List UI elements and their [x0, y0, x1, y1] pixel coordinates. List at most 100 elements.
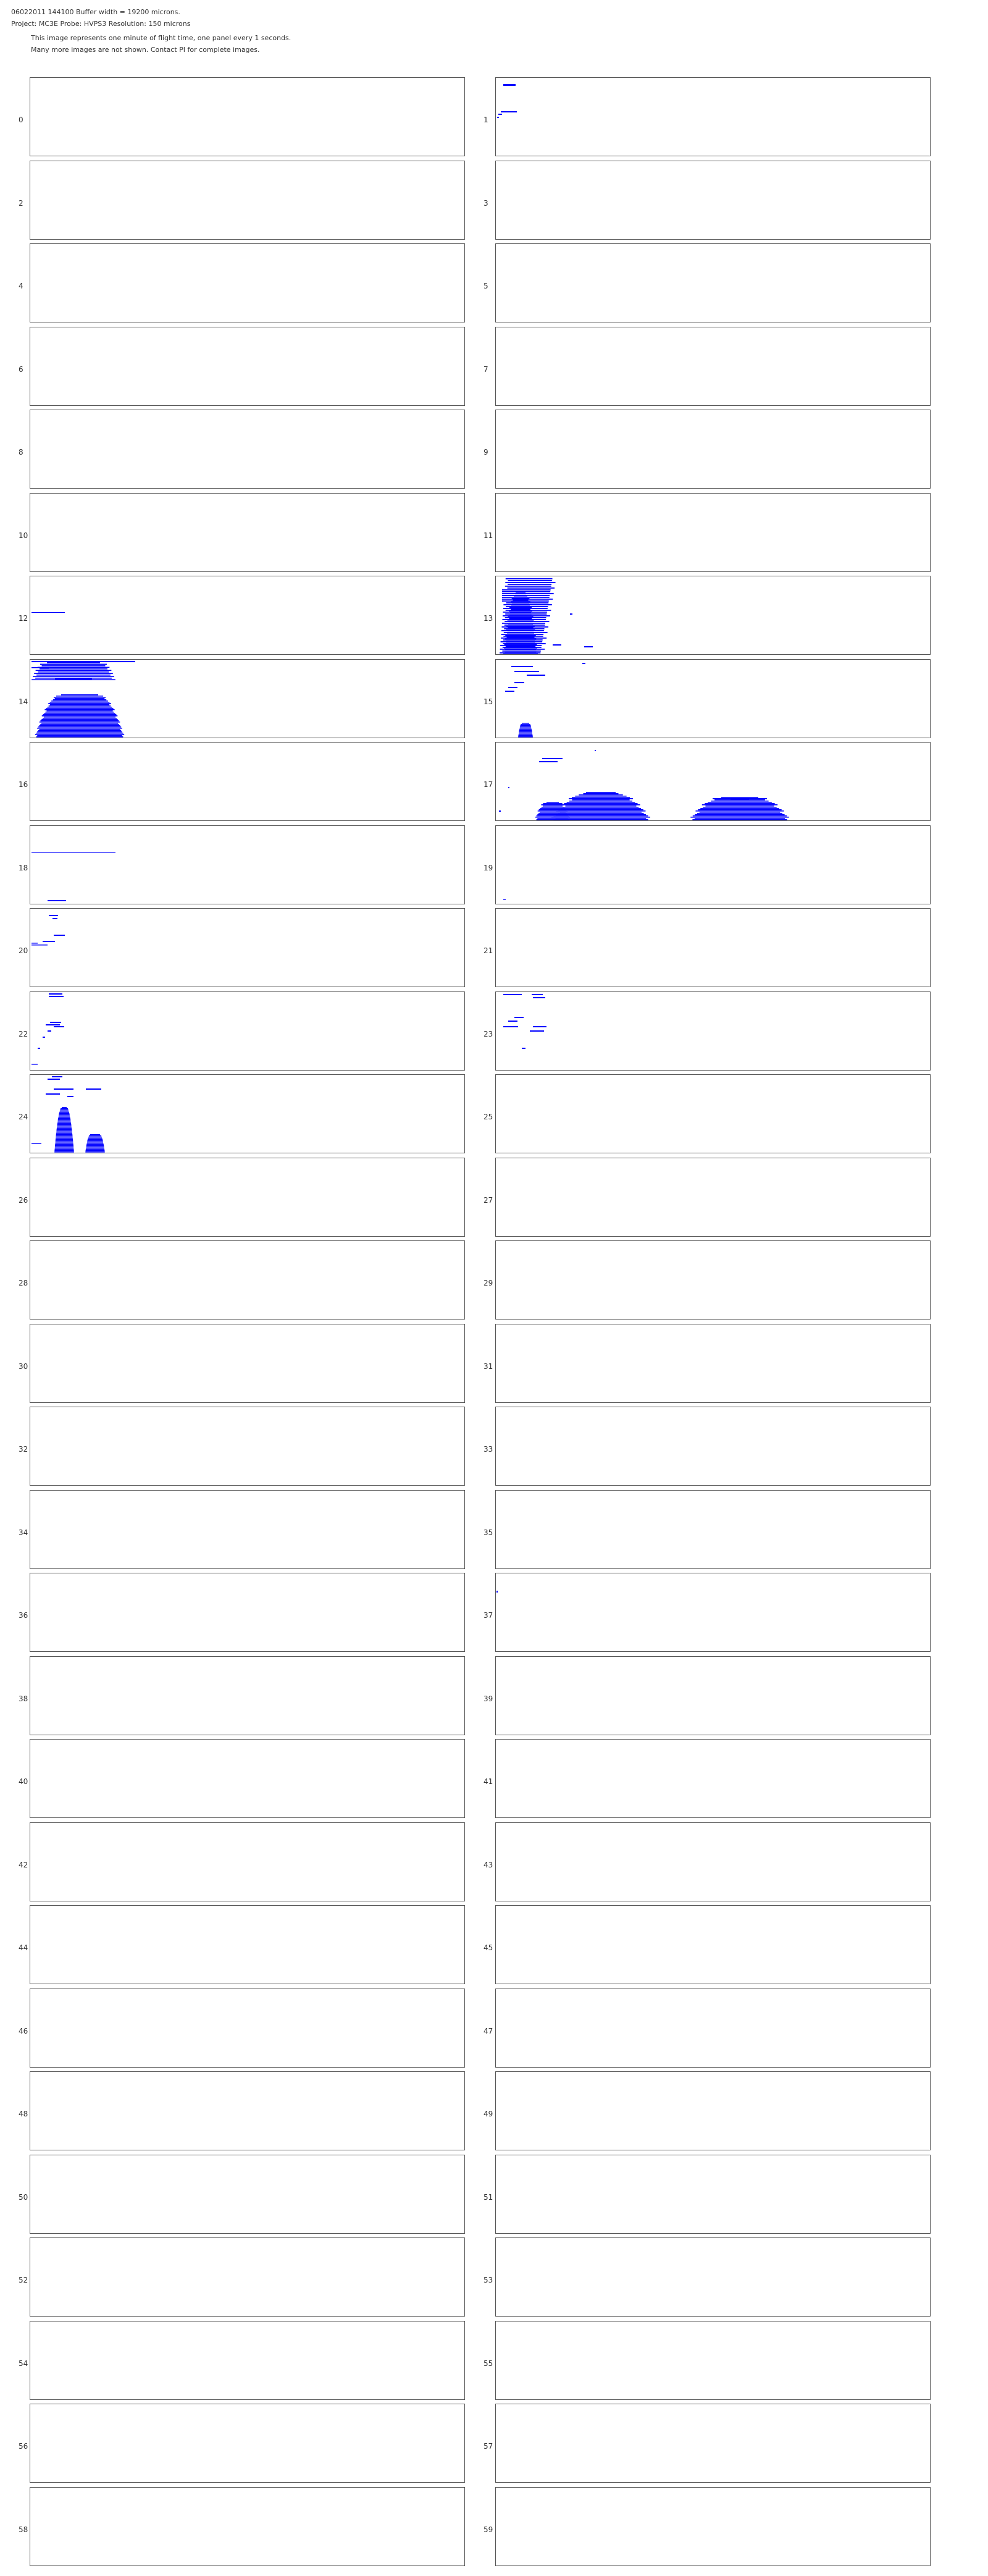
panel-label: 8 — [19, 448, 23, 457]
particle-image-panel — [495, 1573, 931, 1652]
particle-mark — [61, 694, 98, 696]
panel-label: 40 — [19, 1777, 28, 1786]
particle-mark — [508, 617, 534, 618]
particle-image — [31, 851, 115, 901]
particle-mark — [537, 810, 568, 812]
particle-mark — [67, 1096, 73, 1097]
panel-label: 0 — [19, 116, 23, 124]
particle-image-panel — [495, 659, 931, 738]
particle-mark — [86, 1147, 104, 1148]
particle-mark — [507, 630, 534, 632]
particle-image-panel — [495, 77, 931, 156]
panel-label: 16 — [19, 780, 28, 789]
particle-mark — [49, 915, 58, 916]
particle-image — [505, 662, 585, 738]
particle-mark — [503, 993, 522, 995]
panel-label: 26 — [19, 1195, 28, 1205]
particle-mark — [56, 1137, 73, 1138]
particle-mark — [61, 1108, 68, 1109]
particle-image — [503, 898, 506, 899]
particle-mark — [85, 1149, 105, 1150]
particle-mark — [714, 799, 765, 801]
particle-mark — [31, 1143, 41, 1144]
particle-image-panel — [30, 659, 465, 738]
particle-mark — [584, 646, 593, 647]
particle-mark — [553, 644, 561, 646]
particle-image — [496, 1740, 930, 1817]
particle-mark — [503, 608, 548, 609]
particle-image-panel — [495, 991, 931, 1071]
particle-mark — [56, 695, 104, 697]
particle-mark — [40, 663, 107, 665]
particle-mark — [50, 1021, 61, 1023]
particle-mark — [703, 807, 777, 808]
particle-mark — [90, 1134, 100, 1135]
particle-mark — [513, 595, 529, 596]
particle-mark — [41, 715, 118, 717]
particle-mark — [505, 610, 551, 611]
particle-mark — [543, 803, 563, 804]
particle-image — [503, 993, 546, 1049]
particle-image-panel — [495, 825, 931, 904]
particle-mark — [522, 1047, 525, 1049]
particle-mark — [698, 809, 782, 810]
particle-image — [496, 2238, 930, 2316]
particle-image-panel — [495, 2486, 931, 2566]
panel-label: 9 — [484, 448, 488, 457]
particle-mark — [49, 995, 64, 997]
particle-mark — [551, 817, 650, 818]
particle-mark — [503, 898, 506, 899]
particle-mark — [46, 1024, 60, 1025]
particle-mark — [88, 1137, 102, 1138]
particle-mark — [542, 758, 563, 759]
panel-label: 18 — [19, 863, 28, 872]
particle-mark — [38, 1047, 40, 1049]
panel-label: 57 — [484, 2442, 493, 2451]
particle-mark — [48, 702, 111, 704]
particle-mark — [508, 580, 553, 581]
header-project-info: Project: MC3E Probe: HVPS3 Resolution: 1… — [11, 20, 191, 28]
particle-image-panel — [30, 991, 465, 1071]
particle-mark — [56, 1138, 73, 1139]
particle-mark — [58, 1116, 70, 1117]
particle-mark — [43, 941, 55, 942]
particle-mark — [62, 1107, 67, 1108]
particle-image-panel — [495, 908, 931, 987]
particle-image — [496, 327, 930, 405]
particle-mark — [513, 599, 529, 601]
particle-mark — [514, 670, 539, 672]
particle-mark — [502, 589, 551, 591]
particle-image — [496, 1075, 930, 1153]
particle-mark — [54, 1088, 73, 1090]
particle-mark — [560, 808, 642, 809]
particle-mark — [502, 593, 554, 594]
particle-mark — [86, 1088, 101, 1090]
particle-mark — [58, 1118, 70, 1119]
particle-image — [496, 909, 930, 987]
particle-image-panel — [495, 160, 931, 240]
particle-mark — [504, 647, 537, 649]
particle-mark — [536, 815, 569, 817]
particle-image-panel — [495, 2237, 931, 2317]
particle-image — [30, 1823, 464, 1901]
particle-mark — [35, 677, 112, 679]
panel-label: 38 — [19, 1694, 28, 1703]
particle-image — [31, 660, 135, 738]
particle-mark — [59, 1113, 70, 1114]
particle-mark — [572, 799, 630, 801]
particle-mark — [530, 1030, 544, 1032]
particle-image-panel — [495, 742, 931, 821]
particle-mark — [508, 584, 552, 585]
particle-mark — [505, 582, 556, 583]
particle-image-panel — [495, 1157, 931, 1237]
particle-mark — [566, 802, 635, 803]
particle-mark — [558, 813, 644, 814]
particle-image — [496, 161, 930, 239]
particle-image-panel — [30, 2154, 465, 2234]
particle-image — [30, 1989, 464, 2067]
particle-mark — [504, 652, 537, 654]
particle-mark — [502, 619, 546, 620]
particle-image-panel — [30, 1739, 465, 1818]
particle-mark — [532, 993, 543, 995]
particle-mark — [508, 787, 509, 788]
